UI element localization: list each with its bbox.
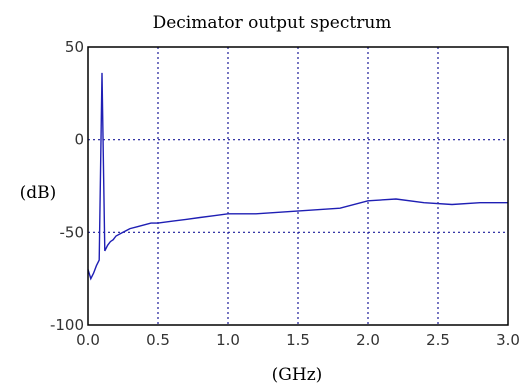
grid-lines — [88, 47, 508, 325]
x-tick-label: 2.0 — [356, 331, 380, 349]
x-tick-label: 0.5 — [146, 331, 170, 349]
x-tick-label: 0.0 — [76, 331, 100, 349]
y-tick-label: -50 — [60, 223, 85, 241]
series-layer — [87, 72, 508, 281]
y-tick-label: 0 — [74, 131, 84, 149]
tick-labels: 0.0 0.5 1.0 1.5 2.0 2.5 3.0 50 0 -50 -100 — [50, 38, 520, 349]
x-tick-label: 3.0 — [496, 331, 520, 349]
chart-title: Decimator output spectrum — [153, 13, 392, 33]
series-line — [87, 72, 508, 281]
plot-frame — [87, 46, 509, 326]
x-axis-label: (GHz) — [272, 365, 323, 385]
x-tick-label: 1.5 — [286, 331, 310, 349]
y-tick-label: 50 — [65, 38, 84, 56]
x-tick-label: 1.0 — [216, 331, 240, 349]
x-tick-label: 2.5 — [426, 331, 450, 349]
y-tick-label: -100 — [50, 316, 84, 334]
y-axis-label: (dB) — [20, 183, 57, 203]
